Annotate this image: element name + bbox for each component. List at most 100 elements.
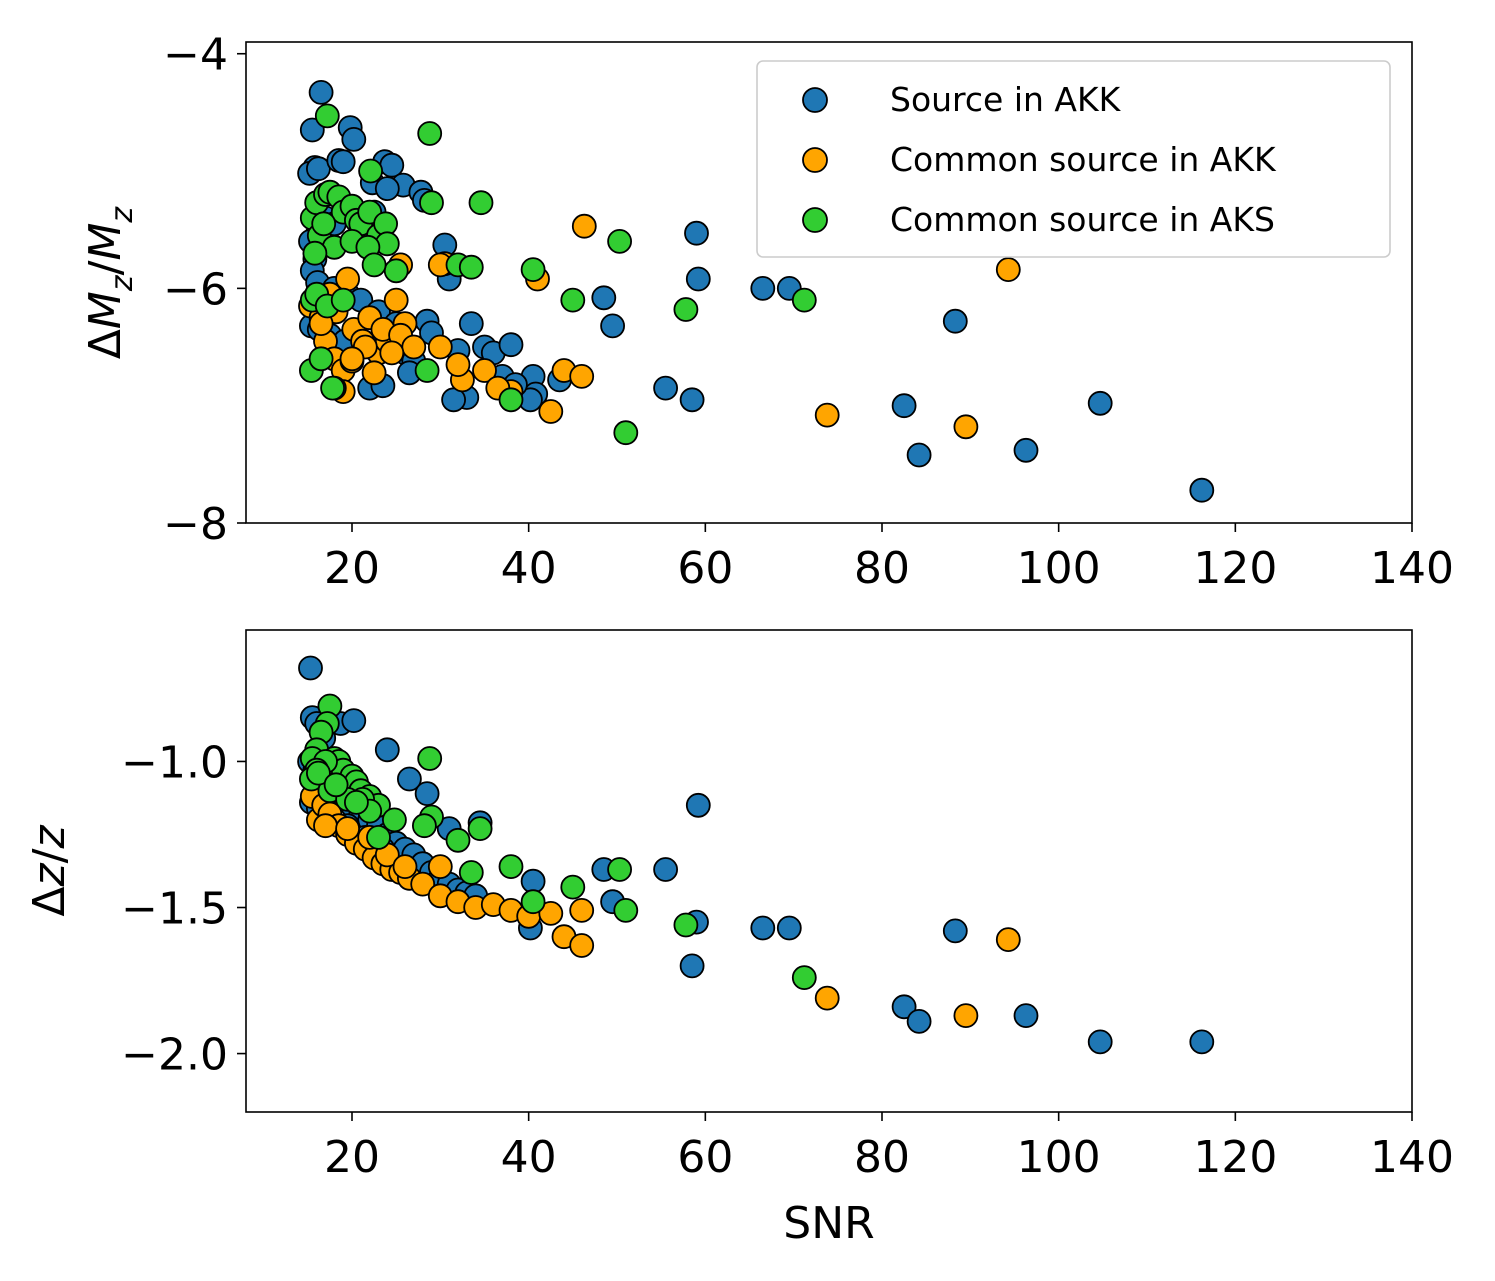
bottom-y-tick-label: −1.5: [121, 884, 228, 935]
top-point-source-in-akk: [1013, 437, 1039, 463]
top-y-tick-label: −4: [163, 30, 228, 81]
bottom-x-tick-label: 40: [501, 1132, 557, 1183]
top-data-points: [297, 80, 1215, 503]
top-point-common-source-in-aks: [320, 375, 346, 401]
top-point-common-source-in-aks: [414, 358, 440, 383]
top-point-common-source-in-aks: [330, 287, 356, 313]
bottom-point-common-source-in-akk: [569, 898, 595, 923]
bottom-point-common-source-in-aks: [381, 807, 407, 833]
top-point-source-in-akk: [684, 220, 709, 246]
top-x-tick-label: 40: [501, 543, 557, 594]
top-point-common-source-in-akk: [953, 414, 979, 440]
bottom-point-common-source-in-akk: [814, 985, 840, 1011]
top-x-tick-label: 140: [1370, 543, 1454, 594]
bottom-x-ticks: 20 40 60 80 100 120 140: [324, 1112, 1454, 1183]
bottom-point-source-in-akk: [1189, 1029, 1215, 1055]
top-point-source-in-akk: [653, 375, 678, 401]
bottom-point-common-source-in-aks: [366, 825, 391, 850]
bottom-point-common-source-in-aks: [411, 813, 437, 839]
bottom-point-source-in-akk: [942, 918, 968, 944]
top-point-source-in-akk: [1189, 477, 1215, 503]
top-point-common-source-in-aks: [417, 121, 443, 146]
legend-marker-source-in-akk: [802, 87, 828, 113]
top-point-common-source-in-akk: [383, 287, 409, 313]
bottom-point-common-source-in-aks: [467, 816, 493, 841]
top-point-common-source-in-aks: [498, 387, 524, 413]
top-point-common-source-in-aks: [311, 211, 337, 237]
bottom-point-common-source-in-aks: [607, 857, 632, 882]
top-point-source-in-akk: [750, 275, 776, 301]
bottom-point-common-source-in-akk: [995, 927, 1021, 952]
top-point-source-in-akk: [1087, 390, 1113, 416]
bottom-point-source-in-akk: [891, 994, 917, 1020]
top-point-common-source-in-aks: [308, 346, 334, 372]
top-point-common-source-in-akk: [361, 360, 387, 386]
bottom-data-points: [297, 655, 1215, 1055]
bottom-point-source-in-akk: [685, 792, 711, 818]
bottom-point-source-in-akk: [906, 1009, 932, 1034]
bottom-point-common-source-in-aks: [791, 965, 817, 990]
bottom-point-common-source-in-aks: [323, 772, 349, 798]
bottom-point-common-source-in-aks: [343, 790, 369, 815]
bottom-point-source-in-akk: [341, 708, 367, 733]
top-point-source-in-akk: [891, 393, 917, 419]
bottom-x-tick-label: 140: [1370, 1132, 1454, 1183]
top-point-common-source-in-aks: [314, 103, 340, 129]
top-point-common-source-in-akk: [401, 334, 427, 360]
top-x-tick-label: 60: [677, 543, 733, 594]
top-point-common-source-in-aks: [302, 240, 328, 266]
bottom-point-source-in-akk: [520, 868, 546, 894]
bottom-point-source-in-akk: [750, 915, 776, 941]
top-point-common-source-in-aks: [358, 158, 384, 184]
bottom-point-common-source-in-akk: [392, 854, 418, 879]
bottom-point-common-source-in-aks: [417, 746, 443, 771]
top-point-common-source-in-akk: [538, 399, 564, 424]
bottom-x-axis-label: SNR: [783, 1198, 874, 1249]
bottom-point-source-in-akk: [298, 655, 323, 681]
top-x-tick-label: 20: [324, 543, 380, 594]
bottom-y-ticks: −1.0 −1.5 −2.0: [121, 737, 246, 1081]
top-point-source-in-akk: [330, 149, 356, 175]
bottom-point-common-source-in-aks: [520, 889, 546, 915]
top-point-source-in-akk: [600, 313, 625, 339]
top-y-tick-label: −8: [163, 499, 228, 550]
top-point-common-source-in-akk: [339, 346, 365, 372]
top-y-axis-label: ΔMz/Mz: [80, 206, 140, 360]
top-point-common-source-in-aks: [560, 287, 586, 313]
bottom-point-source-in-akk: [679, 953, 705, 979]
bottom-point-common-source-in-akk: [313, 813, 338, 839]
bottom-x-tick-label: 20: [324, 1132, 380, 1183]
top-point-source-in-akk: [942, 308, 968, 334]
bottom-point-common-source-in-akk: [953, 1003, 979, 1028]
bottom-point-common-source-in-akk: [410, 871, 436, 897]
top-point-common-source-in-aks: [458, 254, 484, 280]
top-point-source-in-akk: [591, 285, 617, 311]
top-point-source-in-akk: [685, 266, 711, 292]
top-x-ticks: 20 40 60 80 100 120 140: [324, 523, 1454, 594]
top-point-common-source-in-aks: [383, 258, 409, 284]
top-point-source-in-akk: [341, 126, 367, 152]
legend-label-source-in-akk: Source in AKK: [890, 80, 1122, 119]
top-scatter-panel: 20 40 60 80 100 120 140 −4 −6 −8 ΔMz/Mz Source i…: [80, 30, 1454, 594]
top-point-common-source-in-aks: [673, 297, 699, 322]
top-point-common-source-in-akk: [571, 213, 597, 239]
bottom-y-tick-label: −2.0: [121, 1030, 228, 1081]
bottom-point-source-in-akk: [1013, 1003, 1039, 1028]
bottom-scatter-panel: 20 40 60 80 100 120 140 −1.0 −1.5 −2.0 Δz/z SNR: [24, 629, 1454, 1249]
legend-label-common-source-in-aks: Common source in AKS: [890, 200, 1275, 239]
top-point-common-source-in-aks: [419, 190, 444, 216]
top-x-tick-label: 120: [1193, 543, 1277, 594]
legend-marker-common-source-in-akk: [802, 147, 828, 173]
top-point-common-source-in-aks: [361, 252, 387, 278]
bottom-point-common-source-in-aks: [305, 760, 331, 786]
top-point-common-source-in-akk: [445, 352, 471, 378]
bottom-point-common-source-in-akk: [569, 933, 595, 958]
top-point-common-source-in-akk: [569, 363, 595, 389]
bottom-point-source-in-akk: [653, 857, 678, 882]
legend-marker-common-source-in-aks: [802, 207, 828, 233]
legend-label-common-source-in-akk: Common source in AKK: [890, 140, 1277, 179]
top-point-source-in-akk: [906, 442, 932, 468]
top-point-common-source-in-akk: [472, 358, 497, 383]
bottom-point-common-source-in-akk: [335, 816, 361, 841]
